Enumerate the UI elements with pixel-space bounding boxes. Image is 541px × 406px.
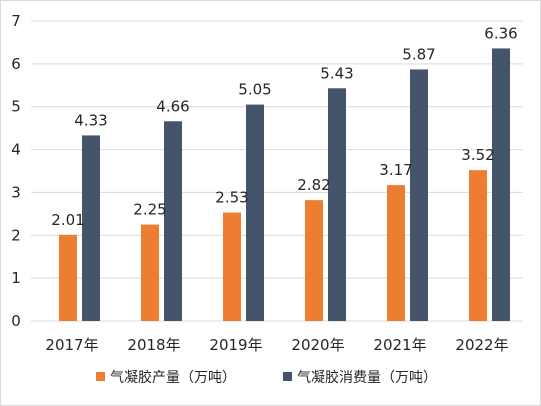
bar-consumption [492, 48, 510, 322]
y-tick-label: 6 [11, 55, 21, 73]
legend-label: 气凝胶消费量（万吨） [297, 369, 437, 386]
data-label: 2.53 [215, 189, 248, 207]
data-label: 2.82 [297, 176, 330, 194]
bar-production [387, 185, 405, 321]
data-label: 4.33 [74, 111, 107, 129]
data-label: 5.87 [402, 45, 435, 63]
bar-consumption [410, 69, 428, 321]
x-axis-tick-labels: 2017年 2018年 2019年 2020年 2021年 2022年 [45, 336, 508, 354]
bar-production [223, 212, 241, 321]
bar-production [59, 234, 77, 321]
data-label: 5.43 [320, 64, 353, 82]
y-tick-label: 7 [11, 12, 21, 30]
data-labels: 2.01 4.33 2.25 4.66 2.53 5.05 2.82 5.43 3.17 5.87… [51, 24, 517, 228]
data-label: 3.52 [461, 146, 494, 164]
data-label: 6.36 [484, 24, 517, 42]
x-tick-label: 2018年 [127, 336, 180, 354]
bar-consumption [246, 104, 264, 321]
x-tick-label: 2022年 [455, 336, 508, 354]
bar-consumption [82, 135, 100, 321]
y-tick-label: 4 [11, 141, 21, 159]
gridlines [31, 20, 523, 322]
data-label: 2.25 [133, 201, 166, 219]
y-tick-label: 5 [11, 98, 21, 116]
y-tick-label: 2 [11, 226, 21, 244]
legend-swatch [96, 372, 105, 381]
data-label: 5.05 [238, 81, 271, 99]
y-tick-label: 1 [11, 269, 21, 287]
data-label: 4.66 [156, 97, 189, 115]
x-tick-label: 2020年 [291, 336, 344, 354]
bar-production [305, 200, 323, 321]
x-tick-label: 2019年 [209, 336, 262, 354]
bar-production [141, 224, 159, 321]
bar-consumption [164, 121, 182, 322]
bars [59, 48, 510, 322]
legend: 气凝胶产量（万吨） 气凝胶消费量（万吨） [96, 369, 437, 386]
y-tick-label: 3 [11, 183, 21, 201]
bar-production [469, 170, 487, 321]
data-label: 2.01 [51, 211, 84, 229]
x-tick-label: 2017年 [45, 336, 98, 354]
data-label: 3.17 [379, 161, 412, 179]
bar-consumption [328, 88, 346, 322]
y-tick-label: 0 [11, 312, 21, 330]
x-tick-label: 2021年 [373, 336, 426, 354]
legend-swatch [283, 372, 292, 381]
y-axis-tick-labels: 0 1 2 3 4 5 6 7 [11, 12, 21, 330]
legend-label: 气凝胶产量（万吨） [110, 369, 236, 386]
